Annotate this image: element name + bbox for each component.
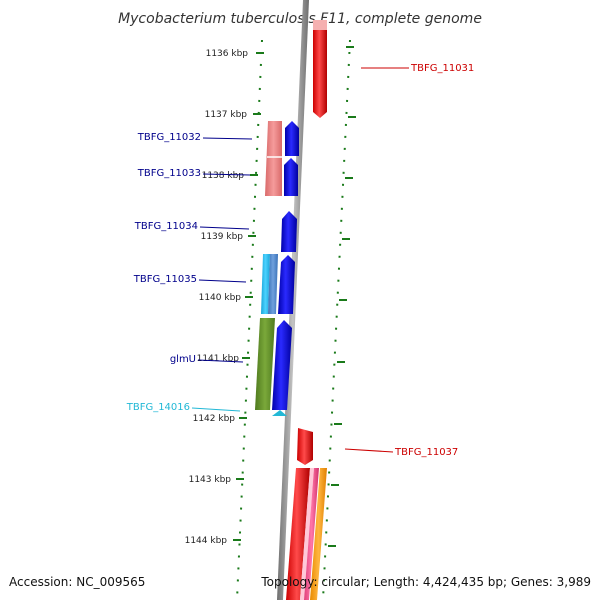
- right-major-ticks: [328, 46, 356, 547]
- gene-bar-red[interactable]: [286, 468, 310, 600]
- right-tick-track: [322, 39, 351, 600]
- kbp-label: 1136 kbp: [206, 49, 249, 59]
- gene-block-glmu[interactable]: [255, 318, 275, 410]
- label-glmu[interactable]: glmU: [170, 354, 244, 365]
- label-tbfg-11034[interactable]: TBFG_11034: [134, 221, 250, 232]
- gene-block-steel[interactable]: [268, 254, 278, 314]
- left-tick-track: [236, 39, 263, 600]
- gene-label-text[interactable]: TBFG_11034: [134, 221, 198, 232]
- gene-arrow-tbfg-11037[interactable]: [297, 428, 313, 465]
- kbp-label: 1139 kbp: [201, 232, 244, 242]
- label-tbfg-11031[interactable]: TBFG_11031: [361, 63, 474, 74]
- gene-label-text[interactable]: TBFG_11033: [137, 168, 201, 179]
- gene-arrow-tbfg-11032[interactable]: [285, 121, 299, 156]
- label-tbfg-11032[interactable]: TBFG_11032: [137, 132, 253, 143]
- gene-label-text[interactable]: TBFG_11031: [410, 63, 474, 74]
- kbp-label: 1143 kbp: [189, 475, 232, 485]
- kbp-label: 1137 kbp: [205, 110, 248, 120]
- gene-arrow-tbfg-11035[interactable]: [278, 255, 295, 314]
- gene-label-text[interactable]: glmU: [170, 354, 196, 365]
- gene-block-cyan[interactable]: [261, 254, 270, 314]
- gene-label-text[interactable]: TBFG_11037: [394, 447, 458, 458]
- label-tbfg-11037[interactable]: TBFG_11037: [344, 447, 458, 458]
- kbp-label: 1142 kbp: [193, 414, 236, 424]
- gene-bar-light-pink: [300, 468, 314, 600]
- gene-block-salmon[interactable]: [265, 121, 282, 196]
- kbp-tick-labels: 1136 kbp 1137 kbp 1138 kbp 1139 kbp 1140…: [185, 49, 249, 546]
- kbp-label: 1138 kbp: [202, 171, 245, 181]
- gene-bar-pink[interactable]: [304, 468, 319, 600]
- kbp-label: 1140 kbp: [199, 293, 242, 303]
- topology-text: Topology: circular; Length: 4,424,435 bp…: [260, 575, 591, 589]
- gene-bar-orange[interactable]: [310, 468, 327, 600]
- gene-arrow-tbfg-11033[interactable]: [284, 158, 298, 196]
- gene-arrow-tbfg-11031-top: [313, 20, 327, 30]
- label-tbfg-14016[interactable]: TBFG_14016: [126, 402, 241, 413]
- gene-marker-tbfg-14016[interactable]: [272, 410, 287, 416]
- kbp-label: 1141 kbp: [197, 354, 240, 364]
- label-tbfg-11035[interactable]: TBFG_11035: [133, 274, 247, 285]
- gene-arrow-tbfg-11034[interactable]: [281, 211, 297, 252]
- gene-arrow-glmu[interactable]: [272, 320, 292, 410]
- left-major-ticks: [233, 52, 264, 541]
- gene-arrow-tbfg-11031[interactable]: [313, 30, 327, 118]
- gene-label-text[interactable]: TBFG_11032: [137, 132, 201, 143]
- label-tbfg-11033[interactable]: TBFG_11033: [137, 168, 251, 179]
- gene-label-text[interactable]: TBFG_14016: [126, 402, 190, 413]
- map-title: Mycobacterium tuberculosis F11, complete…: [118, 11, 482, 27]
- kbp-label: 1144 kbp: [185, 536, 228, 546]
- gene-label-text[interactable]: TBFG_11035: [133, 274, 197, 285]
- accession-text: Accession: NC_009565: [9, 575, 145, 589]
